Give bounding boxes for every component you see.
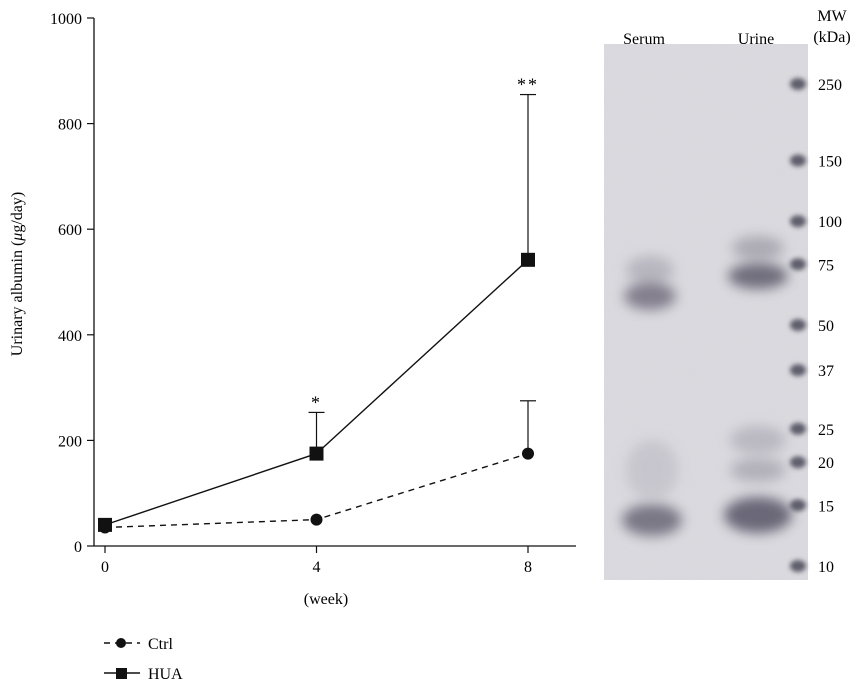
line-chart: 0 200 400 600 800 1000 0 4 8 Urinary albumin (μ… xyxy=(9,11,576,608)
y-axis-ticks: 0 200 400 600 800 1000 xyxy=(50,11,94,556)
ladder-band xyxy=(790,499,806,512)
significance-annotations: *** xyxy=(311,75,539,413)
y-tick-label: 400 xyxy=(58,328,82,345)
y-axis-title: Urinary albumin (μg/day) xyxy=(9,192,26,356)
legend-swatch-hua-marker xyxy=(116,668,127,679)
gel-band xyxy=(730,426,786,454)
mw-label: 50 xyxy=(818,318,834,335)
legend-item-hua: HUA xyxy=(104,666,183,683)
ladder-band xyxy=(790,154,806,167)
mw-label: 150 xyxy=(818,153,842,170)
gel-band xyxy=(728,263,788,289)
x-tick-label: 8 xyxy=(524,559,532,576)
gel-band xyxy=(622,504,682,536)
data-point-hua xyxy=(309,446,324,461)
gel-band xyxy=(730,458,786,482)
gel-ladder xyxy=(790,78,806,572)
western-blot-gel: Serum Urine MW (kDa) 250 150 100 75 50 37 25 20… xyxy=(604,8,851,580)
legend-item-ctrl: Ctrl xyxy=(104,636,173,653)
y-tick-label: 0 xyxy=(74,539,82,556)
ladder-band xyxy=(790,215,806,228)
data-point-ctrl xyxy=(522,447,534,460)
significance-marker: ** xyxy=(517,75,539,95)
x-tick-label: 0 xyxy=(101,559,109,576)
mw-label: 10 xyxy=(818,559,834,576)
data-point-hua xyxy=(521,252,535,267)
gel-band xyxy=(724,497,792,533)
mw-label: 25 xyxy=(818,422,834,439)
y-tick-label: 200 xyxy=(58,433,82,450)
gel-lane-urine xyxy=(724,236,792,533)
ladder-band xyxy=(790,258,806,271)
ladder-band xyxy=(790,319,806,331)
gel-lane-label-serum: Serum xyxy=(623,31,665,48)
mw-label: 20 xyxy=(818,455,834,472)
legend: Ctrl HUA xyxy=(104,636,183,683)
gel-lane-label-urine: Urine xyxy=(738,31,774,48)
gel-band xyxy=(626,256,674,284)
ladder-band xyxy=(790,364,806,377)
y-tick-label: 1000 xyxy=(50,11,82,28)
ladder-band xyxy=(790,560,806,572)
mw-label: 75 xyxy=(818,257,834,274)
gel-band xyxy=(732,236,784,260)
ladder-band xyxy=(790,456,806,469)
significance-marker: * xyxy=(311,392,322,412)
x-axis-ticks: 0 4 8 xyxy=(101,546,532,576)
y-tick-label: 800 xyxy=(58,117,82,134)
x-axis-title: (week) xyxy=(304,591,348,608)
legend-label-ctrl: Ctrl xyxy=(148,636,173,653)
gel-band xyxy=(626,440,678,500)
mw-label: 250 xyxy=(818,77,842,94)
mw-marker-labels: 250 150 100 75 50 37 25 20 15 10 xyxy=(818,77,842,576)
ladder-band xyxy=(790,78,806,90)
mw-label: 37 xyxy=(818,363,834,380)
mw-header-line1: MW xyxy=(817,8,847,25)
gel-band xyxy=(624,282,676,310)
legend-label-hua: HUA xyxy=(148,666,183,683)
legend-swatch-ctrl-marker xyxy=(116,638,126,648)
gel-lane-serum xyxy=(622,256,682,536)
y-tick-label: 600 xyxy=(58,222,82,239)
gel-texture xyxy=(604,44,808,580)
data-point-ctrl xyxy=(310,513,323,526)
x-tick-label: 4 xyxy=(313,559,321,576)
mw-label: 15 xyxy=(818,498,834,515)
series-layer xyxy=(98,93,536,534)
data-point-hua xyxy=(98,517,112,532)
mw-header-line2: (kDa) xyxy=(813,29,850,46)
mw-label: 100 xyxy=(818,214,842,231)
ladder-band xyxy=(790,422,806,435)
